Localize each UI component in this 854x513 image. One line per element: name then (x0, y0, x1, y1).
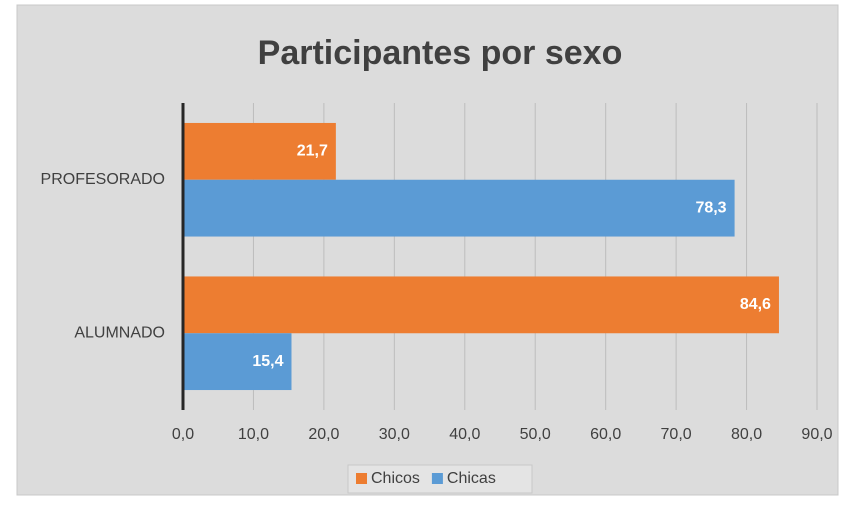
x-tick-label: 70,0 (661, 426, 692, 443)
x-tick-label: 60,0 (590, 426, 621, 443)
x-tick-label: 30,0 (379, 426, 410, 443)
data-label: 15,4 (252, 353, 283, 370)
y-tick-label: PROFESORADO (41, 171, 165, 188)
x-tick-label: 0,0 (172, 426, 194, 443)
chart-title: Participantes por sexo (258, 34, 623, 72)
chart-background (16, 4, 839, 496)
data-label: 84,6 (740, 296, 771, 313)
legend: Chicos Chicas (347, 464, 533, 494)
x-tick-label: 50,0 (520, 426, 551, 443)
legend-swatch (431, 473, 443, 484)
data-label: 21,7 (297, 143, 328, 160)
y-tick-label: ALUMNADO (74, 324, 165, 341)
legend-label: Chicas (447, 470, 496, 487)
bar (183, 122, 336, 180)
bar (183, 333, 292, 391)
x-tick-label: 10,0 (238, 426, 269, 443)
bar (183, 276, 779, 334)
legend-swatch (356, 473, 367, 484)
x-tick-label: 20,0 (308, 426, 339, 443)
data-label: 78,3 (695, 199, 726, 216)
x-tick-label: 40,0 (449, 426, 480, 443)
bar (183, 179, 735, 237)
x-tick-label: 90,0 (801, 426, 832, 443)
x-tick-label: 80,0 (731, 426, 762, 443)
legend-label: Chicos (371, 470, 420, 487)
